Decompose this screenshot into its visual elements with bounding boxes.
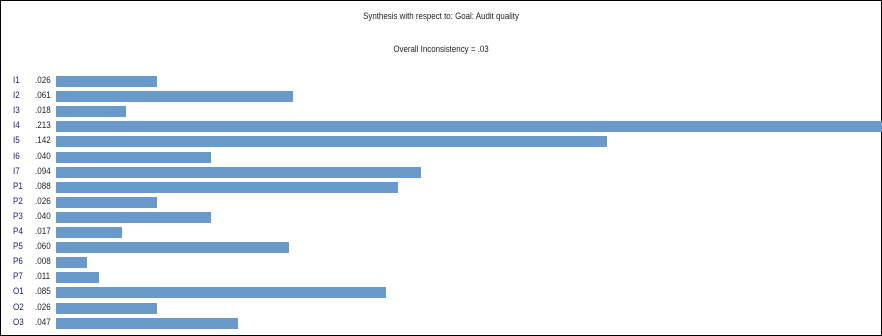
value-label: .085: [35, 286, 51, 298]
chart-row-o1: O1 .085: [1, 285, 882, 300]
value-label: .008: [35, 256, 51, 268]
chart-row-o2: O2 .026: [1, 301, 882, 316]
bar-p5: [56, 242, 289, 254]
chart-row-o3: O3 .047: [1, 316, 882, 331]
category-label: I1: [13, 75, 20, 86]
bar-p7: [56, 272, 99, 284]
chart-row-p5: P5 .060: [1, 240, 882, 255]
chart-row-i4: I4 .213: [1, 119, 882, 134]
value-label: .026: [35, 75, 51, 86]
chart-row-i6: I6 .040: [1, 150, 882, 165]
bar-i2: [56, 91, 293, 103]
value-label: .047: [35, 316, 51, 328]
chart-row-i3: I3 .018: [1, 104, 882, 119]
category-label: I2: [13, 90, 20, 102]
category-label: O3: [13, 316, 24, 328]
bar-p2: [56, 196, 157, 208]
category-label: P1: [13, 180, 23, 192]
value-label: .094: [35, 165, 51, 177]
bar-i3: [56, 106, 126, 118]
value-label: .011: [35, 271, 51, 283]
value-label: .026: [35, 301, 51, 313]
chart-row-p3: P3 .040: [1, 210, 882, 225]
category-label: I4: [13, 120, 20, 132]
bar-p6: [56, 257, 87, 269]
chart-row-p7: P7 .011: [1, 270, 882, 285]
overall-inconsistency: Overall Inconsistency = .03: [393, 44, 489, 54]
value-label: .061: [35, 90, 51, 102]
chart-row-p1: P1 .088: [1, 180, 882, 195]
category-label: I7: [13, 165, 20, 177]
priority-bar-chart: I1 .026 I2 .061 I3 .018 I4 .213 I5 .142 I6 .040 I7 .0…: [1, 74, 882, 336]
value-label: .017: [35, 226, 51, 237]
value-label: .040: [35, 210, 51, 222]
chart-row-i2: I2 .061: [1, 89, 882, 104]
bar-p4: [56, 227, 122, 238]
bar-i4: [56, 121, 882, 133]
category-label: I6: [13, 150, 20, 162]
category-label: P5: [13, 241, 23, 253]
chart-row-p4: P4 .017: [1, 225, 882, 240]
value-label: .088: [35, 180, 51, 192]
category-label: P2: [13, 195, 23, 207]
chart-row-i7: I7 .094: [1, 165, 882, 180]
bar-p1: [56, 181, 398, 193]
bar-i5: [56, 136, 607, 148]
value-label: .018: [35, 105, 51, 117]
bar-i6: [56, 151, 211, 163]
chart-row-i1: I1 .026: [1, 74, 882, 89]
value-label: .026: [35, 195, 51, 207]
category-label: P7: [13, 271, 23, 283]
category-label: O1: [13, 286, 24, 298]
value-label: .060: [35, 241, 51, 253]
category-label: P3: [13, 210, 23, 222]
bar-i7: [56, 166, 421, 178]
bar-o1: [56, 287, 386, 299]
bar-i1: [56, 76, 157, 87]
category-label: O2: [13, 301, 24, 313]
value-label: .142: [35, 135, 51, 147]
chart-row-p6: P6 .008: [1, 255, 882, 270]
chart-row-p2: P2 .026: [1, 195, 882, 210]
chart-row-i5: I5 .142: [1, 134, 882, 149]
value-label: .040: [35, 150, 51, 162]
category-label: I5: [13, 135, 20, 147]
bar-p3: [56, 211, 211, 223]
bar-o2: [56, 302, 157, 314]
category-label: P6: [13, 256, 23, 268]
bar-o3: [56, 317, 238, 329]
value-label: .213: [35, 120, 51, 132]
category-label: P4: [13, 226, 23, 237]
chart-title: Synthesis with respect to: Goal: Audit q…: [363, 11, 519, 21]
category-label: I3: [13, 105, 20, 117]
